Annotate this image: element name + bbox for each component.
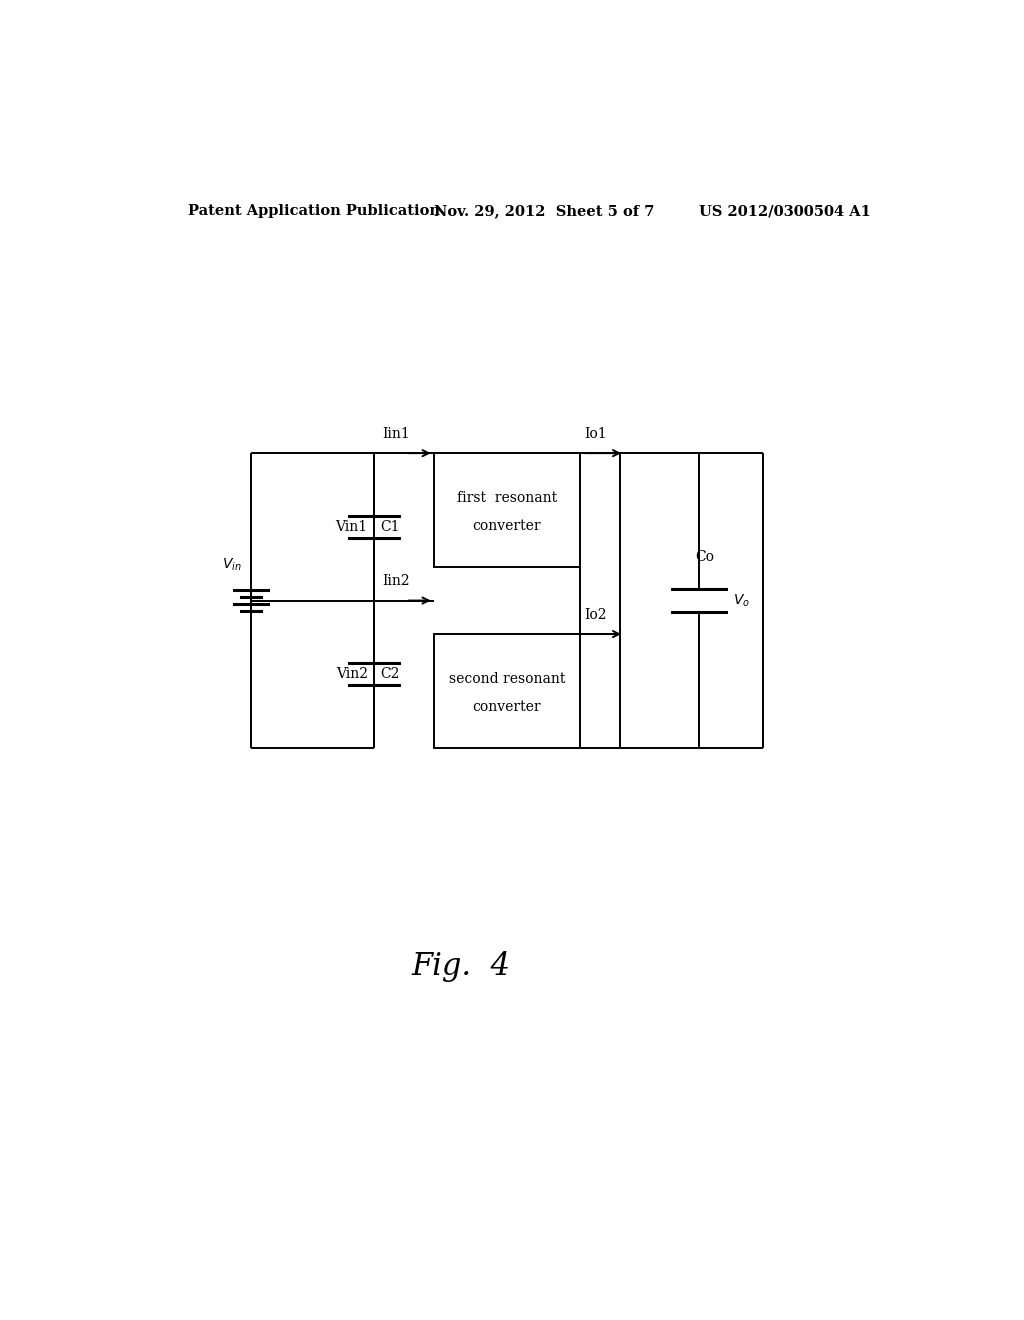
Text: converter: converter [473,700,542,714]
Text: Patent Application Publication: Patent Application Publication [187,205,439,218]
Text: $V_o$: $V_o$ [733,593,750,609]
Text: Io2: Io2 [585,609,607,622]
Bar [433,453,581,568]
Text: second resonant: second resonant [449,672,565,686]
Text: Vin2: Vin2 [336,667,368,681]
Text: Nov. 29, 2012  Sheet 5 of 7: Nov. 29, 2012 Sheet 5 of 7 [433,205,654,218]
Text: converter: converter [473,519,542,533]
Text: Iin2: Iin2 [382,574,410,589]
Text: Fig.  4: Fig. 4 [412,950,511,982]
Text: Co: Co [695,550,715,564]
Text: $V_{in}$: $V_{in}$ [222,557,242,573]
Text: Vin1: Vin1 [336,520,368,533]
Text: C1: C1 [380,520,399,533]
Text: C2: C2 [380,667,399,681]
Text: US 2012/0300504 A1: US 2012/0300504 A1 [699,205,871,218]
Text: Io1: Io1 [585,426,607,441]
Bar [433,634,581,748]
Text: Iin1: Iin1 [382,426,410,441]
Text: first  resonant: first resonant [457,491,557,504]
